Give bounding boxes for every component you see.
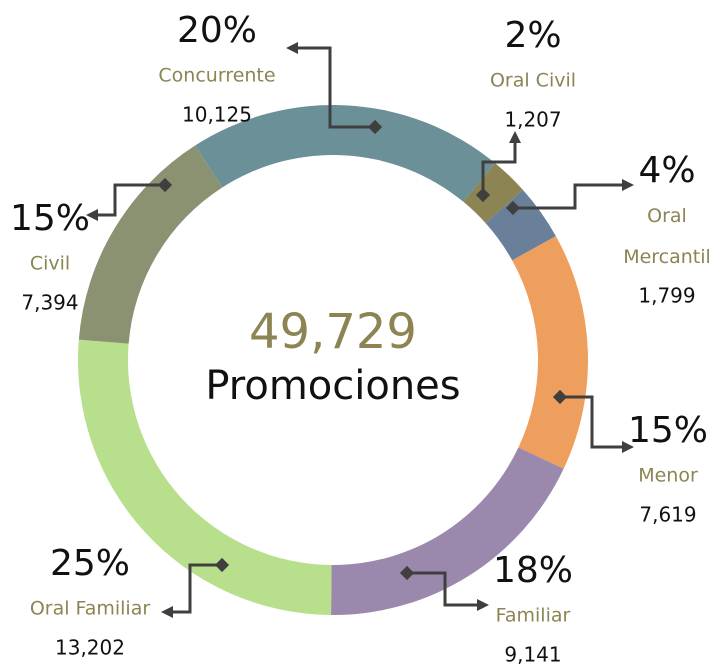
donut [77, 105, 589, 615]
value-label: 7,619 [639, 503, 696, 527]
center-label: Promociones [205, 363, 460, 409]
leader-dot [399, 565, 415, 581]
leader-line [86, 183, 165, 221]
category-label: Oral Civil [490, 70, 576, 92]
leader-line [513, 179, 634, 210]
leader-dot [367, 119, 383, 135]
value-label: 9,141 [504, 643, 561, 665]
percent-label: 4% [638, 150, 695, 191]
leader-line [407, 571, 489, 611]
leader-line [286, 42, 375, 129]
category-label: Familiar [496, 605, 571, 627]
donut-segment [77, 339, 332, 615]
percent-label: 2% [504, 15, 561, 56]
category-label: Oral Familiar [30, 598, 151, 620]
value-label: 1,799 [638, 284, 695, 308]
percent-label: 15% [10, 198, 90, 239]
percent-label: 15% [628, 410, 708, 451]
donut-segment [463, 163, 523, 224]
category-label: Concurrente [158, 65, 275, 87]
leader-dot [214, 557, 230, 573]
leader-dot [157, 177, 173, 193]
percent-label: 25% [50, 543, 130, 584]
leader-line [560, 395, 634, 453]
leader-line [481, 131, 521, 195]
donut-segment [195, 105, 496, 202]
donut-segment [485, 189, 556, 261]
leader-dot [505, 200, 521, 216]
donut-segment [331, 447, 564, 615]
value-label: 10,125 [182, 103, 252, 127]
category-label: Civil [30, 253, 70, 275]
category-label: Menor [638, 465, 698, 487]
value-label: 1,207 [504, 108, 561, 132]
leader-dot [552, 389, 568, 405]
leader-line [161, 563, 222, 618]
value-label: 13,202 [55, 636, 125, 660]
donut-segment [78, 145, 223, 344]
donut-segment [512, 236, 589, 469]
value-label: 7,394 [21, 291, 78, 315]
percent-label: 18% [493, 550, 573, 591]
center-total: 49,729 [249, 304, 417, 360]
percent-label: 20% [177, 10, 257, 51]
leader-dot [475, 187, 491, 203]
category-label: Oral Mercantil [623, 205, 711, 268]
